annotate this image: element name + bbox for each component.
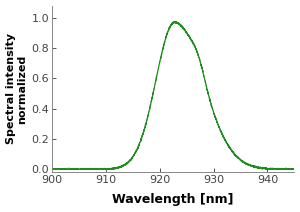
X-axis label: Wavelength [nm]: Wavelength [nm]: [112, 193, 234, 206]
Y-axis label: Spectral intensity
normalized: Spectral intensity normalized: [6, 33, 27, 144]
